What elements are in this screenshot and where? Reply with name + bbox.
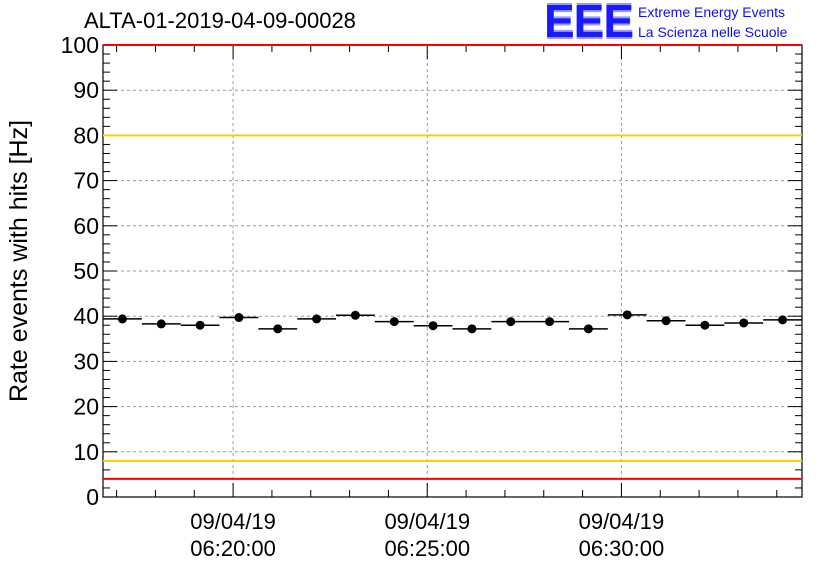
y-tick-label: 100: [61, 32, 99, 58]
x-tick-date: 09/04/19: [190, 509, 276, 534]
data-point: [428, 321, 438, 331]
data-point: [467, 324, 477, 334]
x-tick-time: 06:20:00: [190, 536, 276, 561]
data-point: [700, 320, 710, 330]
y-axis-label: Rate events with hits [Hz]: [5, 120, 33, 402]
logo-tagline-2: La Scienza nelle Scuole: [638, 24, 788, 40]
data-point: [273, 324, 283, 334]
data-point: [195, 320, 205, 330]
y-tick-label: 0: [86, 484, 99, 510]
data-point: [778, 315, 788, 325]
data-point: [545, 317, 555, 327]
data-point: [350, 310, 360, 320]
y-tick-label: 20: [73, 394, 99, 420]
x-tick-time: 06:25:00: [384, 536, 470, 561]
y-tick-label: 30: [73, 348, 99, 374]
x-tick-date: 09/04/19: [579, 509, 665, 534]
y-tick-label: 10: [73, 439, 99, 465]
y-tick-label: 40: [73, 303, 99, 329]
data-point: [739, 318, 749, 328]
x-tick-date: 09/04/19: [384, 509, 470, 534]
data-point: [389, 317, 399, 327]
x-tick-time: 06:30:00: [579, 536, 665, 561]
data-point: [117, 314, 127, 324]
data-point: [234, 313, 244, 323]
y-tick-label: 80: [73, 122, 99, 148]
logo-mark: EEE: [544, 0, 634, 47]
chart-title: ALTA-01-2019-04-09-00028: [84, 8, 356, 33]
logo-tagline-1: Extreme Energy Events: [638, 4, 786, 20]
y-tick-label: 50: [73, 258, 99, 284]
data-point: [583, 324, 593, 334]
data-point: [506, 317, 516, 327]
data-point: [622, 310, 632, 320]
data-point: [312, 314, 322, 324]
data-point: [156, 319, 166, 329]
y-tick-label: 60: [73, 213, 99, 239]
data-point: [661, 316, 671, 326]
y-tick-label: 70: [73, 168, 99, 194]
y-tick-label: 90: [73, 77, 99, 103]
